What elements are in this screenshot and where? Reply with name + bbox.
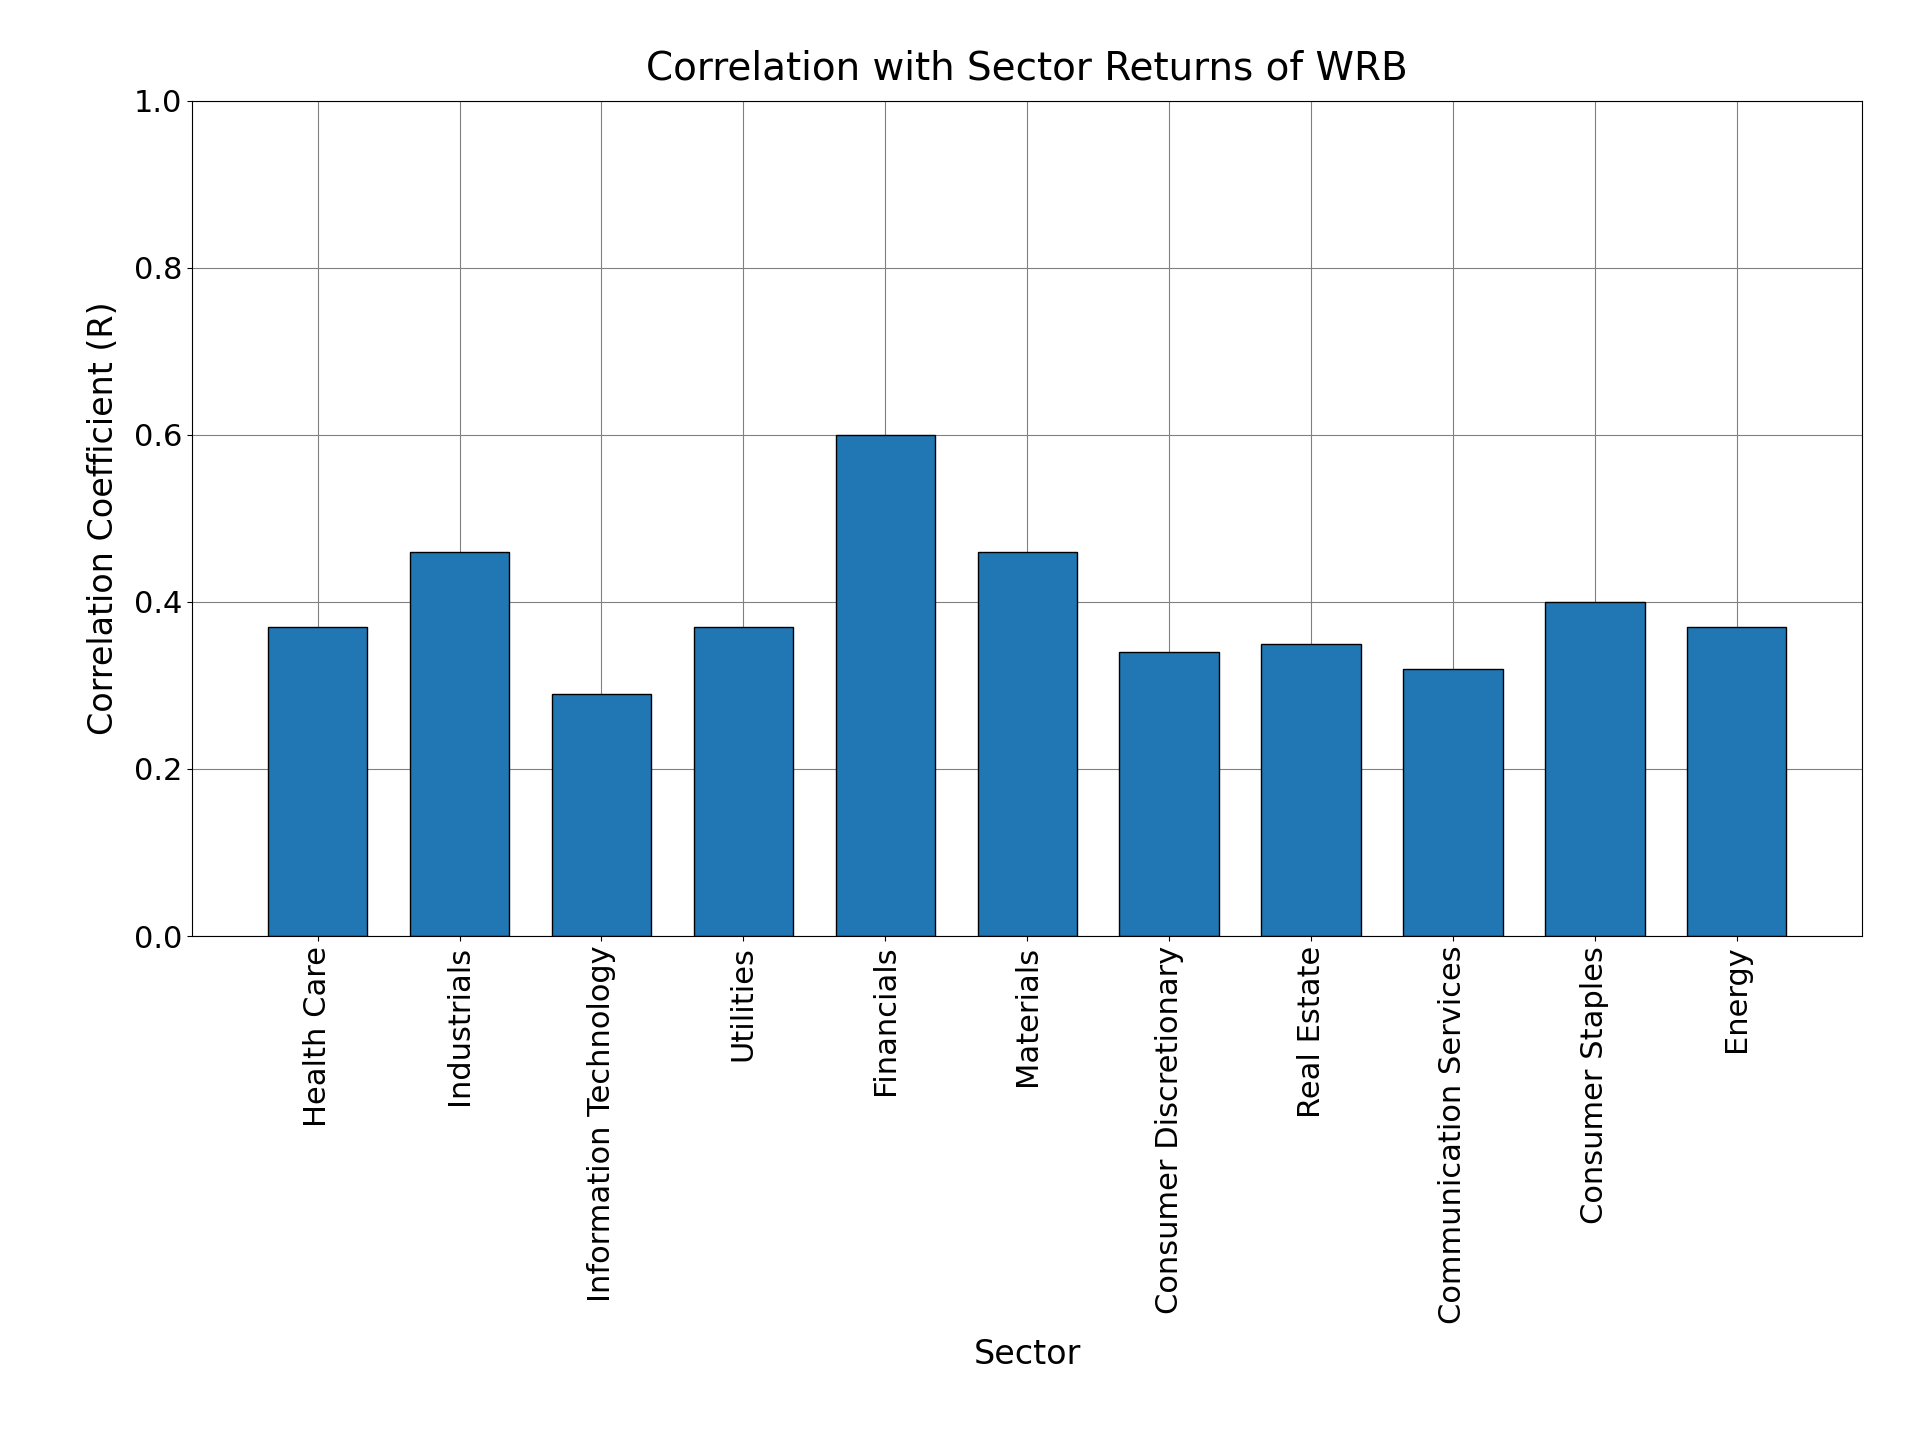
Title: Correlation with Sector Returns of WRB: Correlation with Sector Returns of WRB — [647, 50, 1407, 88]
Bar — [1261, 644, 1361, 936]
Y-axis label: Correlation Coefficient (R): Correlation Coefficient (R) — [86, 301, 119, 736]
Bar — [977, 552, 1077, 936]
Bar — [1688, 626, 1786, 936]
Bar — [269, 626, 367, 936]
Bar — [1404, 668, 1503, 936]
Bar — [1119, 652, 1219, 936]
Bar — [1546, 602, 1645, 936]
Bar — [693, 626, 793, 936]
X-axis label: Sector: Sector — [973, 1338, 1081, 1371]
Bar — [409, 552, 509, 936]
Bar — [551, 694, 651, 936]
Bar — [835, 435, 935, 936]
